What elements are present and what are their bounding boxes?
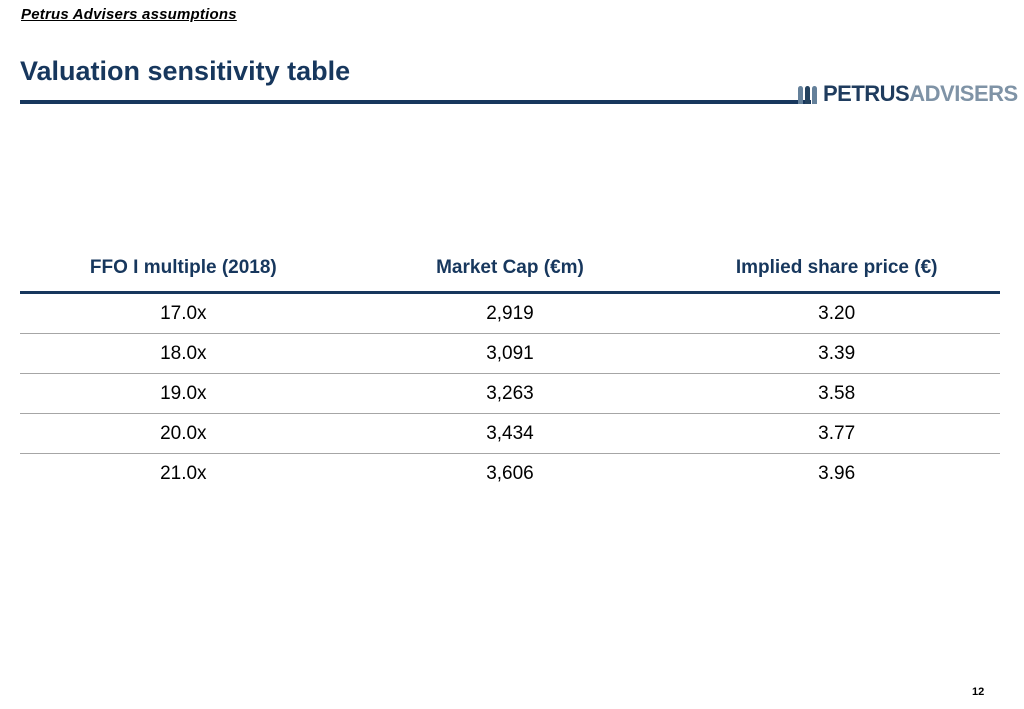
column-header-market-cap: Market Cap (€m) (346, 251, 674, 294)
page-number: 12 (972, 686, 985, 698)
table-row: 19.0x 3,263 3.58 (20, 373, 1000, 414)
cell-ffo-multiple: 18.0x (20, 333, 347, 374)
cell-market-cap: 3,606 (486, 462, 534, 484)
logo-wordmark-secondary: ADVISERS (909, 81, 1018, 106)
valuation-sensitivity-table: FFO I multiple (2018) Market Cap (€m) Im… (20, 251, 1000, 493)
column-header-ffo-multiple: FFO I multiple (2018) (20, 251, 347, 294)
cell-ffo-multiple: 21.0x (160, 462, 207, 484)
three-bars-book-icon (798, 86, 819, 105)
table-row: 20.0x 3,434 3.77 (20, 413, 1000, 454)
table-body: 17.0x 2,919 3.20 18.0x 3,091 3.39 19.0x … (20, 292, 1000, 494)
cell-market-cap: 3,091 (346, 333, 674, 374)
cell-implied-share-price: 3.20 (673, 292, 1000, 334)
table-row: 17.0x 2,919 3.20 (20, 292, 1000, 334)
logo-wordmark-primary: PETRUS (823, 81, 910, 106)
cell-market-cap: 2,919 (346, 292, 674, 334)
logo-bar-middle (805, 86, 810, 104)
column-header-implied-share-price: Implied share price (€) (673, 251, 1000, 294)
table-header: FFO I multiple (2018) Market Cap (€m) Im… (20, 251, 1000, 294)
logo-bar-left (798, 86, 803, 104)
table-header-row: FFO I multiple (2018) Market Cap (€m) Im… (20, 251, 1000, 294)
title-divider (20, 100, 811, 104)
cell-implied-share-price: 3.58 (673, 373, 1000, 414)
cell-implied-share-price: 3.96 (818, 462, 856, 484)
cell-ffo-multiple: 19.0x (20, 373, 347, 414)
cell-ffo-multiple: 17.0x (20, 292, 347, 334)
cell-market-cap: 3,434 (346, 413, 674, 454)
table-row: 21.0x 3,606 3.96 (20, 454, 1000, 494)
logo-wordmark: PETRUSADVISERS (823, 83, 1018, 105)
cell-market-cap: 3,263 (346, 373, 674, 414)
logo-bar-right (812, 86, 817, 104)
section-eyebrow: Petrus Advisers assumptions (21, 6, 237, 23)
table-row: 18.0x 3,091 3.39 (20, 333, 1000, 374)
cell-ffo-multiple: 20.0x (20, 413, 347, 454)
page-title: Valuation sensitivity table (20, 56, 351, 86)
cell-implied-share-price: 3.77 (673, 413, 1000, 454)
petrus-advisers-logo: PETRUSADVISERS (798, 82, 1018, 105)
cell-implied-share-price: 3.39 (673, 333, 1000, 374)
